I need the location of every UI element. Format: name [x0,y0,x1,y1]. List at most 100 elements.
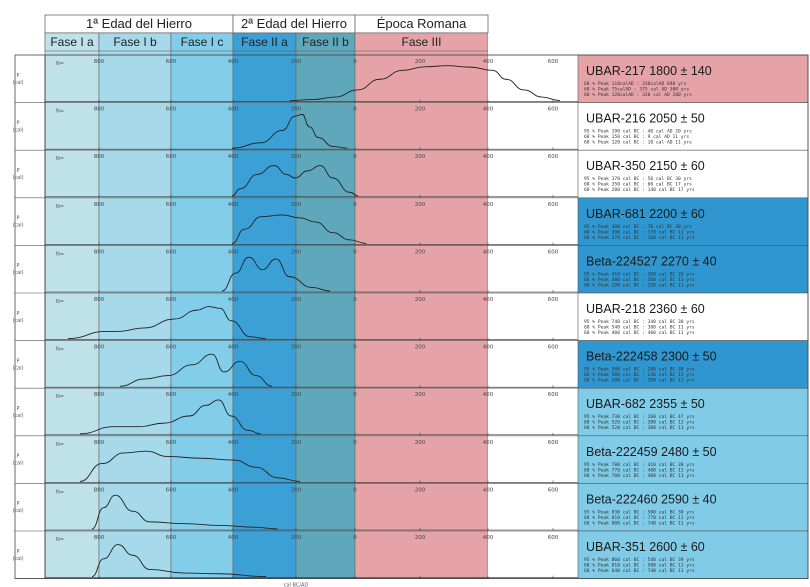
stat-line: 68 % Peak 400 cal BC : 360 cal BC 11 yrs [584,277,695,283]
x-tick-label: 0 [353,440,357,446]
stat-line: 95 % Peak 370 cal BC : 50 cal BC 30 yrs [584,176,692,182]
probability-curve [91,544,267,578]
stat-line: 68 % Peak 500 cal BC : 240 cal BC 11 yrs [584,372,695,378]
x-tick-label: 0 [353,59,357,65]
stat-line: 68 % Peak 700 cal BC : 480 cal BC 11 yrs [584,473,695,479]
phase-column [354,32,489,579]
x-tick-label: 800 [94,107,105,113]
sample-label: Beta-222458 2300 ± 50 [586,350,717,364]
x-tick-label: 800 [94,345,105,351]
x-tick-label: 800 [94,249,105,255]
y-axis-unit: (cal) [12,556,23,562]
y-axis-unit: (cal) [12,413,23,419]
probability-curve [67,306,266,340]
phase-column [44,32,100,579]
x-tick-label: 400 [228,392,239,398]
x-tick-label: 200 [415,107,426,113]
stat-line: 68 % Peak 200 cal BC : 140 cal BC 17 yrs [584,187,695,193]
sample-label: UBAR-216 2050 ± 50 [586,112,705,126]
x-tick-label: 0 [353,202,357,208]
x-tick-label: 400 [228,345,239,351]
x-tick-label: 200 [291,249,302,255]
count-label: N= [56,394,64,400]
x-tick-label: 400 [228,249,239,255]
x-tick-label: 600 [166,535,177,541]
stat-line: 68 % Peak 640 cal BC : 740 cal BC 11 yrs [584,568,695,574]
y-axis-label: P [16,406,19,412]
y-axis-unit: (cal) [12,365,23,371]
phase-column [232,32,297,579]
x-tick-label: 0 [353,392,357,398]
x-tick-label: 800 [94,487,105,493]
x-tick-label: 600 [166,487,177,493]
count-label: N= [56,204,64,210]
x-tick-label: 200 [291,440,302,446]
y-axis-unit: (cal) [12,80,23,86]
x-tick-label: 400 [483,154,494,160]
y-axis-label: P [16,120,19,126]
y-axis-label: P [16,501,19,507]
y-axis-label: P [16,358,19,364]
x-tick-label: 600 [548,297,559,303]
stat-line: 95 % Peak 190 cal BC : 40 cal AD 20 yrs [584,129,692,135]
x-tick-label: 600 [166,392,177,398]
x-tick-label: 600 [548,440,559,446]
sample-label-box [577,340,809,389]
x-tick-label: 600 [166,297,177,303]
stat-line: 68 % Peak 400 cal BC : 400 cal BC 11 yrs [584,330,695,336]
x-tick-label: 0 [353,297,357,303]
sample-label: UBAR-217 1800 ± 140 [586,64,712,78]
x-tick-label: 200 [415,59,426,65]
y-axis-label: P [16,311,19,317]
x-tick-label: 200 [415,535,426,541]
sample-label-box [577,54,809,103]
y-axis-unit: (cal) [12,223,23,229]
stat-line: 68 % Peak 810 cal BC : 770 cal BC 11 yrs [584,515,695,521]
x-tick-label: 400 [483,202,494,208]
x-tick-label: 400 [483,345,494,351]
x-tick-label: 200 [291,535,302,541]
x-tick-label: 400 [483,249,494,255]
x-tick-label: 200 [291,154,302,160]
stat-line: 95 % Peak 740 cal BC : 340 cal BC 30 yrs [584,319,695,325]
x-tick-label: 200 [415,249,426,255]
count-label: N= [56,347,64,353]
count-label: N= [56,156,64,162]
stat-line: 95 % Peak 780 cal BC : 410 cal BC 30 yrs [584,462,695,468]
y-axis-unit: (cal) [12,175,23,181]
x-tick-label: 200 [291,345,302,351]
probability-curve [119,353,273,387]
x-tick-label: 200 [291,202,302,208]
count-label: N= [56,61,64,67]
stat-line: 68 % Peak 120calAD : 320 cal AD 200 yrs [584,92,692,98]
sample-label: UBAR-682 2355 ± 50 [586,397,705,411]
stat-line: 68 % Peak 520 cal BC : 380 cal BC 11 yrs [584,425,695,431]
y-axis-unit: (cal) [12,127,23,133]
sample-label-box [577,245,809,294]
sample-label: Beta-222460 2590 ± 40 [586,492,717,506]
stat-line: 95 % Peak 380 cal BC : 70 cal BC 30 yrs [584,224,692,230]
x-tick-label: 400 [483,487,494,493]
x-tick-label: 200 [415,154,426,160]
x-tick-label: 200 [415,392,426,398]
x-tick-label: 400 [483,440,494,446]
x-tick-label: 400 [483,392,494,398]
sample-label-box [577,435,809,484]
phase-header: Fase I a [50,35,94,49]
count-label: N= [56,251,64,257]
plot-margin [488,33,578,579]
count-label: N= [56,109,64,115]
period-header: 1ª Edad del Hierro [86,16,192,31]
count-label: N= [56,299,64,305]
stat-line: 68 % Peak 520 cal BC : 380 cal BC 13 yrs [584,420,695,426]
stat-line: 68 % Peak 350 cal BC : 60 cal BC 17 yrs [584,182,692,188]
stat-line: 95 % Peak 860 cal BC : 540 cal BC 39 yrs [584,557,695,563]
probability-curve [79,450,301,482]
stat-line: 68 % Peak 290 cal BC : 230 cal BC 11 yrs [584,282,695,288]
x-tick-label: 600 [166,440,177,446]
period-header: 2ª Edad del Hierro [241,16,347,31]
x-tick-label: 200 [291,107,302,113]
stat-line: 68 % Peak 110calAD : 330calAD 840 yrs [584,81,687,87]
x-tick-label: 600 [166,345,177,351]
x-tick-label: 600 [548,107,559,113]
